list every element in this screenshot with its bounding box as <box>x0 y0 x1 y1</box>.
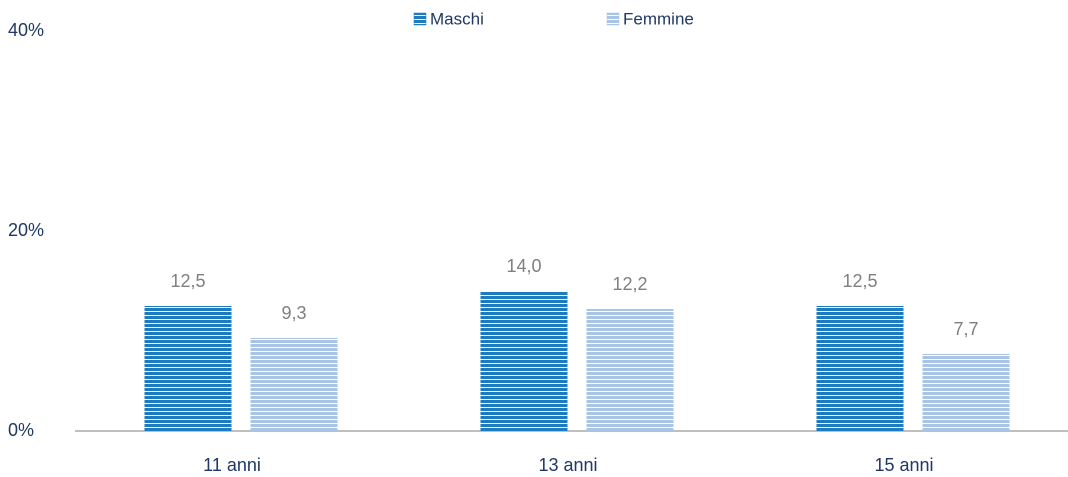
x-tick-label: 13 anni <box>538 455 597 475</box>
bar <box>144 306 232 431</box>
y-tick-label: 20% <box>8 220 44 240</box>
x-tick-label: 15 anni <box>874 455 933 475</box>
legend-swatch <box>606 12 620 26</box>
data-label: 12,5 <box>842 271 877 291</box>
bar <box>480 291 568 431</box>
y-tick-label: 40% <box>8 20 44 40</box>
y-tick-label: 0% <box>8 420 34 440</box>
data-label: 14,0 <box>506 256 541 276</box>
bar <box>922 354 1010 431</box>
legend-label: Maschi <box>430 9 484 28</box>
data-label: 12,2 <box>612 274 647 294</box>
legend-swatch <box>413 12 427 26</box>
x-tick-label: 11 anni <box>203 455 261 475</box>
legend-label: Femmine <box>623 9 694 28</box>
bar <box>250 338 338 431</box>
data-label: 12,5 <box>170 271 205 291</box>
bar <box>816 306 904 431</box>
data-label: 9,3 <box>281 303 306 323</box>
bar <box>586 309 674 431</box>
data-label: 7,7 <box>953 319 978 339</box>
